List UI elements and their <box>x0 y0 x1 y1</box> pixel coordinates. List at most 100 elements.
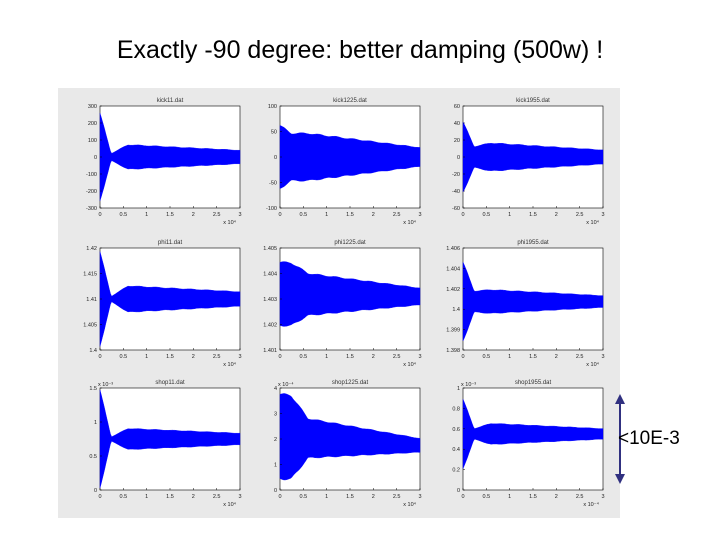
x-tick-label: 1 <box>325 494 328 500</box>
plot-grid: kick11.dat 0 0.5 1 1.5 2 2.5 3 x 10⁴ -300 -200 -100… <box>58 88 620 518</box>
y-tick-label: 1 <box>274 463 277 469</box>
plot-title: shop1225.dat <box>332 380 369 386</box>
y-tick-label: 0 <box>457 155 460 161</box>
y-tick-label: 1.405 <box>83 323 97 329</box>
y-tick-label: -100 <box>86 172 97 178</box>
x-tick-label: 1.5 <box>166 354 174 360</box>
x-tick-label: 0 <box>278 212 281 218</box>
x-tick-label: 3 <box>238 494 241 500</box>
y-tick-label: 1.398 <box>446 348 460 354</box>
arrow-head-up-icon <box>615 394 625 404</box>
y-tick-label: 0.4 <box>452 447 460 453</box>
y-tick-label: 0.5 <box>89 454 97 460</box>
annotation-label: <10E-3 <box>618 428 680 449</box>
x-tick-label: 2 <box>192 354 195 360</box>
y-tick-label: 1.402 <box>263 323 277 329</box>
y-tick-label: 0.6 <box>452 427 460 433</box>
x-tick-label: 2.5 <box>393 494 401 500</box>
x-exponent-label: x 10⁴ <box>223 361 236 368</box>
x-tick-label: 2.5 <box>576 212 584 218</box>
x-tick-label: 1.5 <box>346 494 354 500</box>
x-tick-label: 0 <box>461 494 464 500</box>
x-tick-label: 1.5 <box>346 354 354 360</box>
y-tick-label: 0 <box>274 155 277 161</box>
y-tick-label: 60 <box>454 104 460 110</box>
x-tick-label: 1 <box>145 494 148 500</box>
y-tick-label: 1.406 <box>446 246 460 252</box>
y-tick-label: 0 <box>94 155 97 161</box>
x-tick-label: 2 <box>555 212 558 218</box>
x-tick-label: 0.5 <box>483 354 491 360</box>
x-tick-label: 3 <box>238 354 241 360</box>
x-tick-label: 3 <box>601 354 604 360</box>
y-tick-label: -50 <box>269 181 277 187</box>
plot-panel-6: phi1955.dat 0 0.5 1 1.5 2 2.5 3x 10⁴ 1.398 1.399 1… <box>446 240 604 368</box>
y-tick-label: 0.8 <box>452 406 460 412</box>
y-tick-label: 1.42 <box>86 246 97 252</box>
y-tick-label: -40 <box>452 189 460 195</box>
x-tick-label: 2.5 <box>213 354 221 360</box>
y-tick-label: 1.415 <box>83 272 97 278</box>
y-tick-label: 1.404 <box>446 266 460 272</box>
y-tick-label: 40 <box>454 121 460 127</box>
x-tick-label: 2.5 <box>393 354 401 360</box>
plot-title: phi1955.dat <box>517 240 549 246</box>
y-tick-label: -300 <box>86 206 97 212</box>
x-tick-label: 0.5 <box>300 354 308 360</box>
signal-envelope <box>462 399 604 469</box>
x-exponent-label: x 10⁻⁴ <box>583 501 599 508</box>
plot-panel-9: shop1955.dat 0 0.5 1 1.5 2 2.5 3x 10⁻⁴ 0 0.2 0.4 0.… <box>452 380 604 508</box>
x-tick-label: 1 <box>508 354 511 360</box>
x-tick-label: 1 <box>145 354 148 360</box>
x-tick-label: 1 <box>508 494 511 500</box>
x-tick-label: 1 <box>508 212 511 218</box>
x-exponent-label: x 10⁴ <box>403 501 416 508</box>
y-tick-label: -60 <box>452 206 460 212</box>
y-tick-label: 1.402 <box>446 287 460 293</box>
plot-title: shop11.dat <box>155 380 185 386</box>
slide-title: Exactly -90 degree: better damping (500w… <box>116 36 604 64</box>
arrow-head-down-icon <box>615 474 625 484</box>
y-tick-label: 0.2 <box>452 468 460 474</box>
x-tick-label: 0.5 <box>483 494 491 500</box>
x-tick-label: 1 <box>145 212 148 218</box>
x-tick-label: 2 <box>555 354 558 360</box>
plot-title: kick1955.dat <box>516 98 550 104</box>
y-tick-label: 2 <box>274 437 277 443</box>
x-tick-label: 0.5 <box>120 354 128 360</box>
x-tick-label: 0 <box>278 354 281 360</box>
y-tick-label: -100 <box>266 206 277 212</box>
signal-envelope <box>99 113 241 201</box>
x-exponent-label: x 10⁴ <box>223 501 236 508</box>
y-tick-label: 1 <box>457 386 460 392</box>
y-tick-label: 100 <box>268 104 277 110</box>
x-tick-label: 1 <box>325 212 328 218</box>
x-tick-label: 0.5 <box>120 494 128 500</box>
y-tick-label: 20 <box>454 138 460 144</box>
x-tick-label: 0 <box>98 212 101 218</box>
plot-panel-2: kick1225.dat 0 0.5 1 1.5 2 2.5 3x 10⁴ -100 -50 0 50… <box>266 98 422 226</box>
x-tick-label: 0.5 <box>300 494 308 500</box>
x-exponent-label: x 10⁴ <box>586 361 599 368</box>
x-tick-label: 0.5 <box>120 212 128 218</box>
y-tick-label: 0 <box>457 488 460 494</box>
y-exponent-label: x 10⁻³ <box>461 382 476 388</box>
y-tick-label: 1 <box>94 420 97 426</box>
plot-title: kick11.dat <box>157 98 184 104</box>
x-tick-label: 2 <box>192 212 195 218</box>
plot-panel-1: kick11.dat 0 0.5 1 1.5 2 2.5 3x 10⁴ -300 -200 -100… <box>86 98 242 226</box>
y-tick-label: 3 <box>274 412 277 418</box>
y-tick-label: 4 <box>274 386 277 392</box>
x-tick-label: 2.5 <box>213 494 221 500</box>
x-tick-label: 3 <box>418 212 421 218</box>
y-tick-label: -20 <box>452 172 460 178</box>
x-tick-label: 0 <box>98 494 101 500</box>
plot-title: phi11.dat <box>158 240 183 246</box>
x-tick-label: 1.5 <box>529 494 537 500</box>
x-tick-label: 2 <box>192 494 195 500</box>
plot-panel-4: phi11.dat 0 0.5 1 1.5 2 2.5 3x 10⁴ 1.4 1.405 1.41 1… <box>83 240 241 368</box>
y-tick-label: 1.405 <box>263 246 277 252</box>
